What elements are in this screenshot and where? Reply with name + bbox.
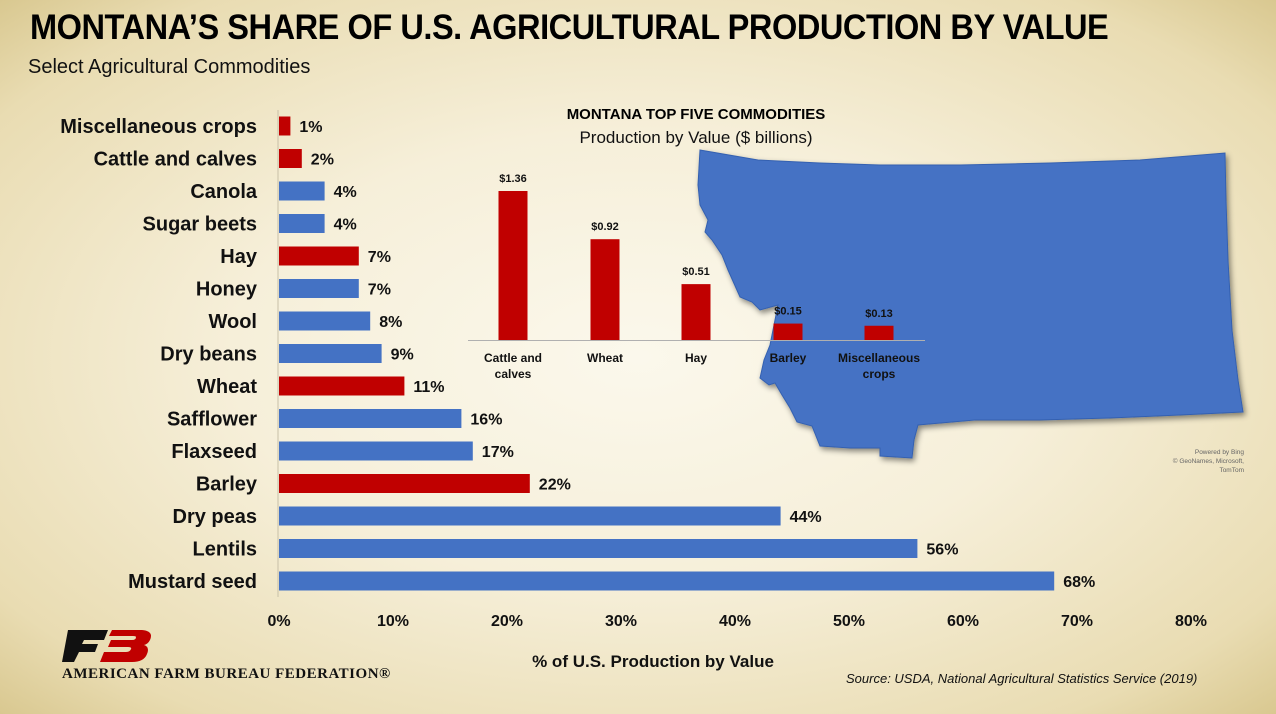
bar xyxy=(279,246,359,266)
category-label: Wool xyxy=(208,311,257,333)
x-tick-label: 60% xyxy=(947,613,979,630)
value-label: 7% xyxy=(368,249,391,266)
inset-category-label: Barley xyxy=(770,351,807,365)
category-label: Cattle and calves xyxy=(94,149,257,171)
source-note: Source: USDA, National Agricultural Stat… xyxy=(846,671,1198,686)
category-label: Flaxseed xyxy=(171,441,257,463)
chart-subtitle: Select Agricultural Commodities xyxy=(28,56,311,78)
x-tick-label: 0% xyxy=(267,613,290,630)
bar xyxy=(279,311,371,331)
inset-category-label: Miscellaneous xyxy=(838,351,920,365)
value-label: 2% xyxy=(311,152,334,169)
value-label: 44% xyxy=(790,509,822,526)
value-label: 1% xyxy=(299,119,322,136)
inset-subtitle: Production by Value ($ billions) xyxy=(579,128,813,147)
bar xyxy=(279,214,325,233)
map-attribution-line: Powered by Bing xyxy=(1194,449,1244,456)
category-label: Sugar beets xyxy=(143,214,257,236)
value-label: 11% xyxy=(413,379,444,396)
value-label: 8% xyxy=(379,314,402,331)
value-label: 17% xyxy=(482,444,514,461)
inset-category-label: Wheat xyxy=(587,351,623,365)
inset-value-label: $0.13 xyxy=(865,308,893,320)
bar xyxy=(279,571,1055,591)
bar xyxy=(279,409,462,428)
logo-text: AMERICAN FARM BUREAU FEDERATION® xyxy=(62,666,391,682)
inset-category-label: Hay xyxy=(685,351,707,365)
inset-value-label: $0.92 xyxy=(591,221,619,233)
inset-category-label: crops xyxy=(863,367,896,381)
bar xyxy=(279,441,473,461)
x-tick-label: 10% xyxy=(377,613,409,630)
inset-bar xyxy=(498,191,528,340)
inset-title: MONTANA TOP FIVE COMMODITIES xyxy=(566,106,826,123)
value-label: 22% xyxy=(539,477,571,494)
x-tick-label: 80% xyxy=(1175,613,1207,630)
value-label: 9% xyxy=(391,347,414,364)
chart-title: MONTANA’S SHARE OF U.S. AGRICULTURAL PRO… xyxy=(30,8,1109,47)
category-label: Dry beans xyxy=(160,344,257,366)
inset-value-label: $1.36 xyxy=(499,173,527,185)
bar xyxy=(279,344,382,363)
bar xyxy=(279,506,781,526)
inset-value-label: $0.15 xyxy=(774,306,802,318)
bar xyxy=(279,116,291,136)
x-tick-label: 40% xyxy=(719,613,751,630)
x-tick-label: 30% xyxy=(605,613,637,630)
x-tick-label: 20% xyxy=(491,613,523,630)
x-tick-label: 70% xyxy=(1061,613,1093,630)
x-tick-label: 50% xyxy=(833,613,865,630)
category-label: Safflower xyxy=(167,409,257,431)
inset-bar xyxy=(864,325,894,340)
inset-bar xyxy=(590,239,620,340)
category-label: Barley xyxy=(196,474,258,496)
value-label: 7% xyxy=(368,282,391,299)
map-attribution: Powered by Bing © GeoNames, Microsoft, T… xyxy=(1150,448,1244,475)
category-label: Canola xyxy=(190,181,258,203)
bar xyxy=(279,539,918,558)
bar xyxy=(279,279,359,298)
category-label: Hay xyxy=(220,246,258,268)
value-label: 56% xyxy=(926,542,958,559)
inset-value-label: $0.51 xyxy=(682,266,710,278)
category-label: Dry peas xyxy=(173,506,258,528)
category-label: Mustard seed xyxy=(128,571,257,593)
category-label: Lentils xyxy=(193,539,257,561)
inset-category-label: Cattle and xyxy=(484,351,542,365)
value-label: 16% xyxy=(470,412,502,429)
bar xyxy=(279,474,530,493)
inset-category-label: calves xyxy=(495,367,532,381)
inset-bar xyxy=(773,323,803,340)
value-label: 4% xyxy=(334,184,357,201)
category-label: Honey xyxy=(196,279,258,301)
value-label: 68% xyxy=(1063,574,1095,591)
bar xyxy=(279,376,405,396)
category-label: Miscellaneous crops xyxy=(60,116,257,138)
bar xyxy=(279,149,302,168)
inset-bar xyxy=(681,284,711,340)
value-label: 4% xyxy=(334,217,357,234)
x-axis-title: % of U.S. Production by Value xyxy=(532,652,774,671)
montana-shape xyxy=(697,149,1244,459)
map-attribution-line: © GeoNames, Microsoft, TomTom xyxy=(1172,458,1244,474)
bar xyxy=(279,181,325,201)
category-label: Wheat xyxy=(197,376,257,398)
fb-logo-icon xyxy=(62,630,151,662)
